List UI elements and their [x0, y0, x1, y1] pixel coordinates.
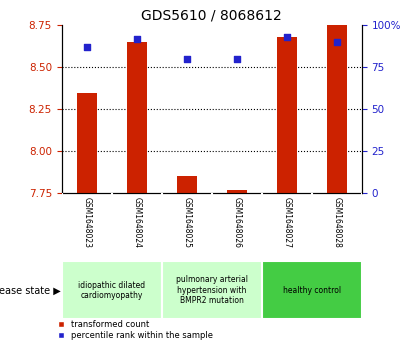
- Text: healthy control: healthy control: [283, 286, 341, 295]
- Bar: [327, 25, 347, 193]
- Text: idiopathic dilated
cardiomyopathy: idiopathic dilated cardiomyopathy: [78, 281, 145, 300]
- Text: GSM1648024: GSM1648024: [132, 197, 141, 248]
- Bar: [262, 261, 362, 319]
- Text: GSM1648027: GSM1648027: [282, 197, 291, 248]
- Text: disease state ▶: disease state ▶: [0, 285, 61, 295]
- Bar: [62, 261, 162, 319]
- Point: [133, 36, 140, 42]
- Text: GSM1648028: GSM1648028: [332, 197, 341, 248]
- Legend: transformed count, percentile rank within the sample: transformed count, percentile rank withi…: [58, 320, 213, 340]
- Bar: [227, 190, 247, 193]
- Bar: [76, 93, 97, 193]
- Bar: [277, 37, 297, 193]
- Point: [233, 56, 240, 62]
- Point: [283, 34, 290, 40]
- Text: pulmonary arterial
hypertension with
BMPR2 mutation: pulmonary arterial hypertension with BMP…: [175, 276, 248, 305]
- Point: [83, 44, 90, 50]
- Title: GDS5610 / 8068612: GDS5610 / 8068612: [141, 9, 282, 23]
- Point: [183, 56, 190, 62]
- Text: GSM1648023: GSM1648023: [82, 197, 91, 248]
- Bar: [162, 261, 262, 319]
- Bar: [177, 176, 196, 193]
- Bar: [127, 42, 147, 193]
- Text: GSM1648025: GSM1648025: [182, 197, 191, 248]
- Text: GSM1648026: GSM1648026: [232, 197, 241, 248]
- Point: [333, 39, 340, 45]
